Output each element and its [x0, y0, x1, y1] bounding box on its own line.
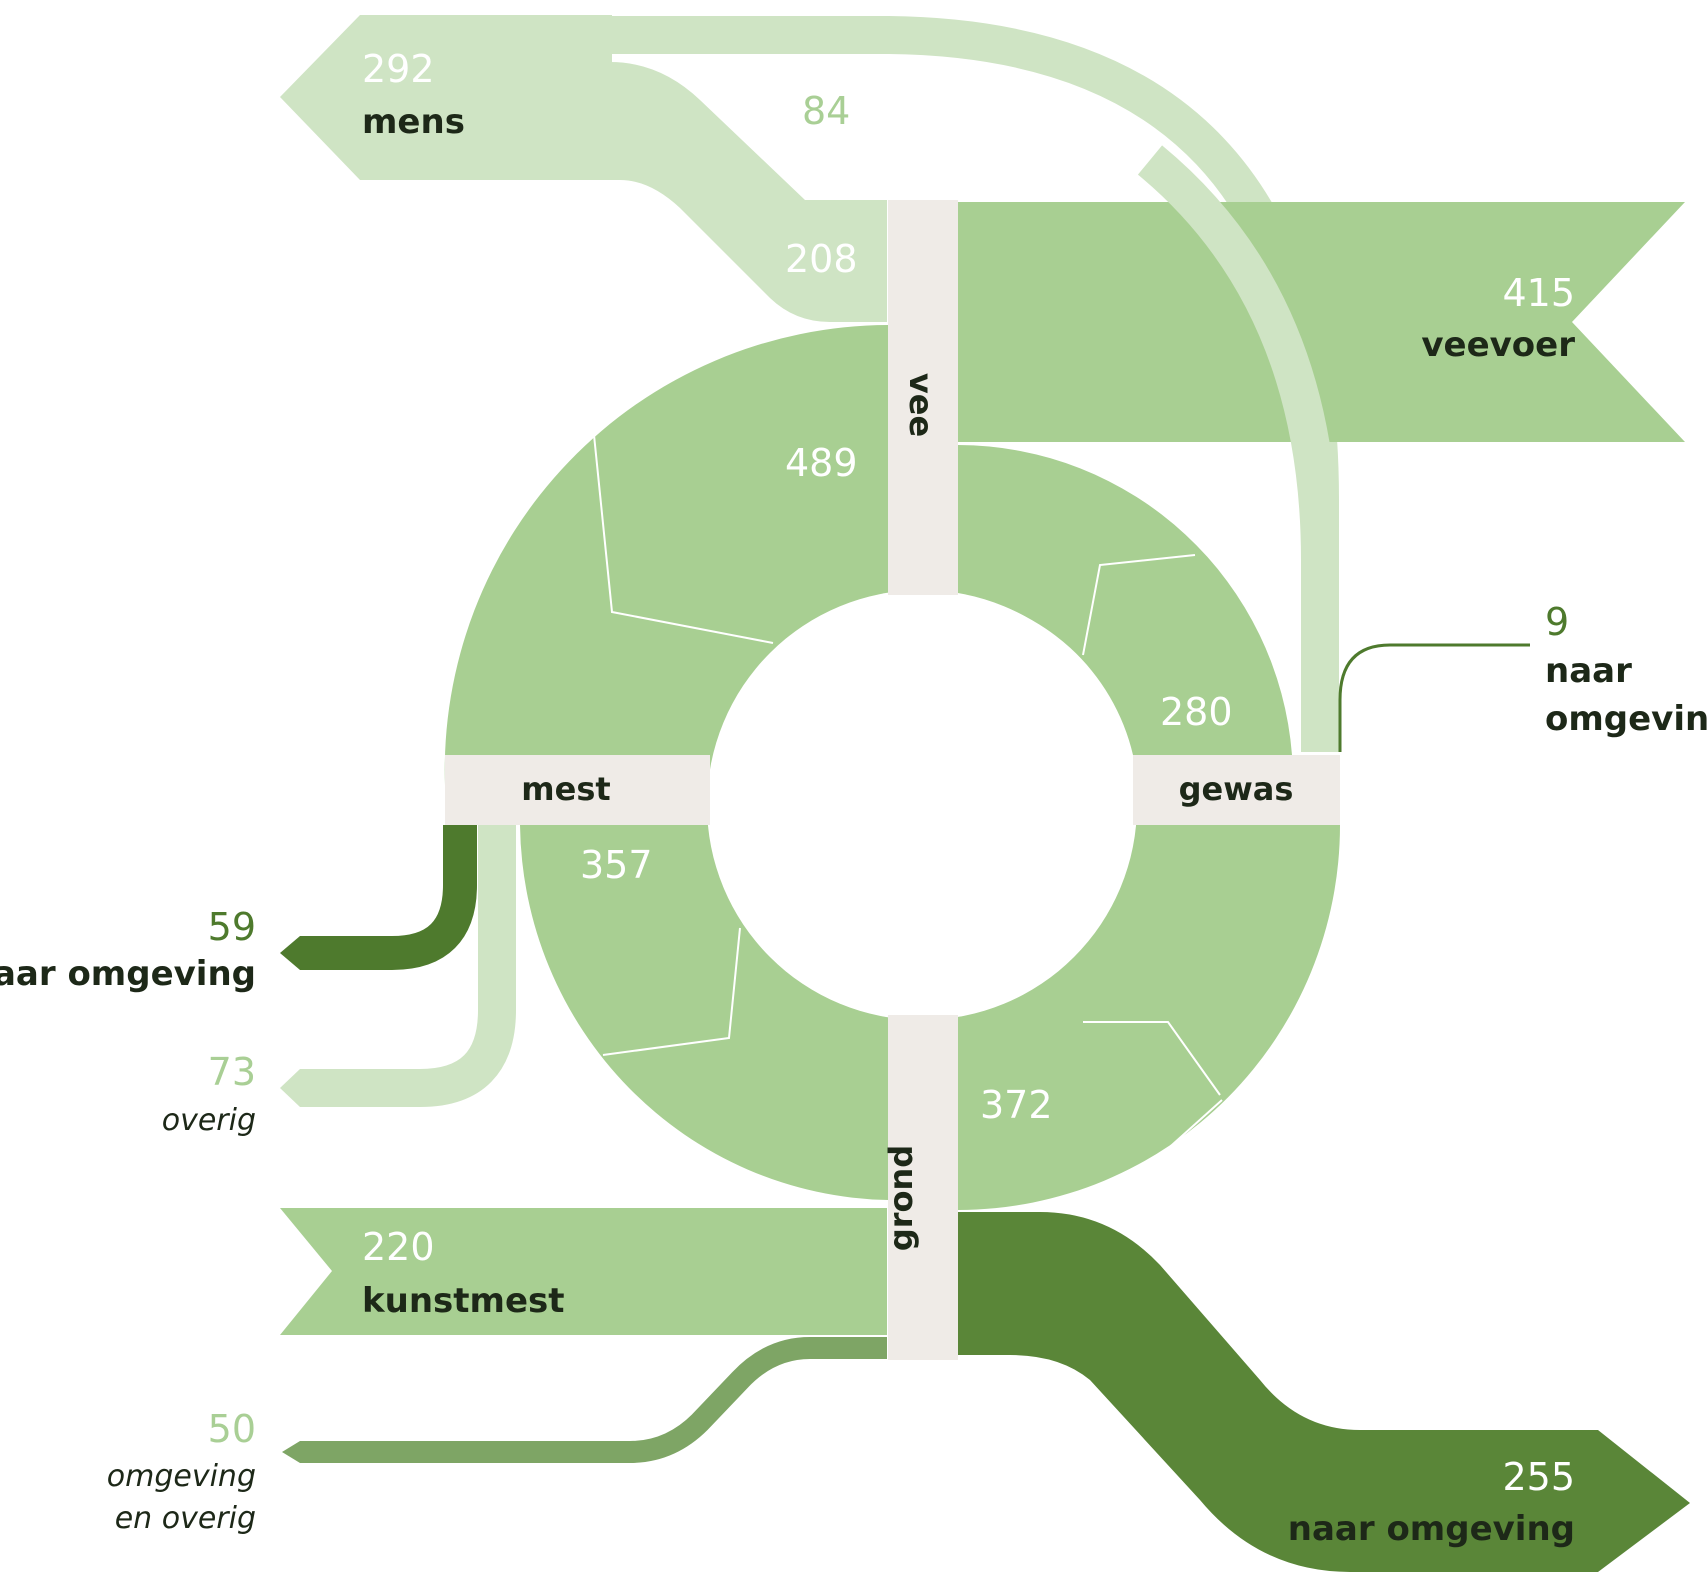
value-gewas-to-mens: 84	[802, 89, 850, 133]
flow-grond-omgeving	[958, 1212, 1690, 1572]
label-omgeving-in-1: omgeving	[107, 1459, 256, 1494]
node-grond-bar	[888, 1015, 958, 1360]
value-omgeving-in: 50	[208, 1407, 256, 1451]
value-grond-omgeving: 255	[1502, 1455, 1575, 1499]
ring-segment-grond-gewas	[958, 825, 1340, 1210]
label-mest-overig: overig	[162, 1103, 256, 1138]
ring-segment-gewas-vee	[958, 445, 1292, 755]
value-gewas-to-vee: 280	[1160, 690, 1233, 734]
label-mens: mens	[362, 102, 465, 142]
value-gewas-omgeving: 9	[1545, 600, 1569, 644]
arrow-mens	[280, 15, 612, 180]
label-grond-omgeving: naar omgeving	[1288, 1509, 1575, 1549]
value-veevoer: 415	[1502, 271, 1575, 315]
value-kunstmest: 220	[362, 1225, 435, 1269]
label-omgeving-in-2: en overig	[115, 1501, 256, 1536]
arrow-tip-mest-omgeving	[280, 936, 300, 970]
value-grond-to-gewas: 372	[980, 1083, 1053, 1127]
node-label-mest: mest	[521, 770, 610, 808]
value-mens: 292	[362, 47, 435, 91]
ring-hole	[707, 590, 1137, 1020]
flow-gewas-omgeving	[1338, 643, 1530, 752]
arrow-tip-mest-overig	[280, 1069, 300, 1107]
node-gewas-bar	[1133, 755, 1340, 825]
flow-vee-to-mens	[580, 62, 887, 322]
label-veevoer: veevoer	[1421, 325, 1575, 365]
value-vee-to-mest: 489	[785, 441, 858, 485]
node-label-vee: vee	[902, 373, 940, 437]
value-mest-to-grond: 357	[580, 843, 653, 887]
flow-omgeving-in	[300, 1337, 887, 1463]
flow-gewas-to-mens-over	[1137, 145, 1339, 752]
value-mest-overig: 73	[208, 1050, 256, 1094]
node-mest-bar	[445, 755, 710, 825]
node-vee-bar	[888, 200, 958, 595]
arrow-tip-omgeving-in	[282, 1441, 300, 1463]
value-vee-to-mens: 208	[785, 237, 858, 281]
arrow-veevoer	[958, 202, 1685, 442]
label-gewas-omgeving-2: omgeving	[1545, 699, 1707, 739]
label-gewas-omgeving-1: naar	[1545, 651, 1632, 691]
arrow-kunstmest	[280, 1208, 887, 1335]
ring-segment-mest-grond	[520, 825, 888, 1200]
ring-guide-lines	[593, 434, 1223, 1226]
ring-segment-vee-mest	[444, 325, 888, 785]
flow-mest-omgeving	[300, 825, 477, 970]
flow-mest-overig	[300, 825, 516, 1107]
label-mest-omgeving: naar omgeving	[0, 954, 256, 994]
node-label-grond: grond	[882, 1145, 920, 1251]
value-mest-omgeving: 59	[208, 905, 256, 949]
label-kunstmest: kunstmest	[362, 1281, 565, 1321]
node-label-gewas: gewas	[1179, 770, 1294, 808]
